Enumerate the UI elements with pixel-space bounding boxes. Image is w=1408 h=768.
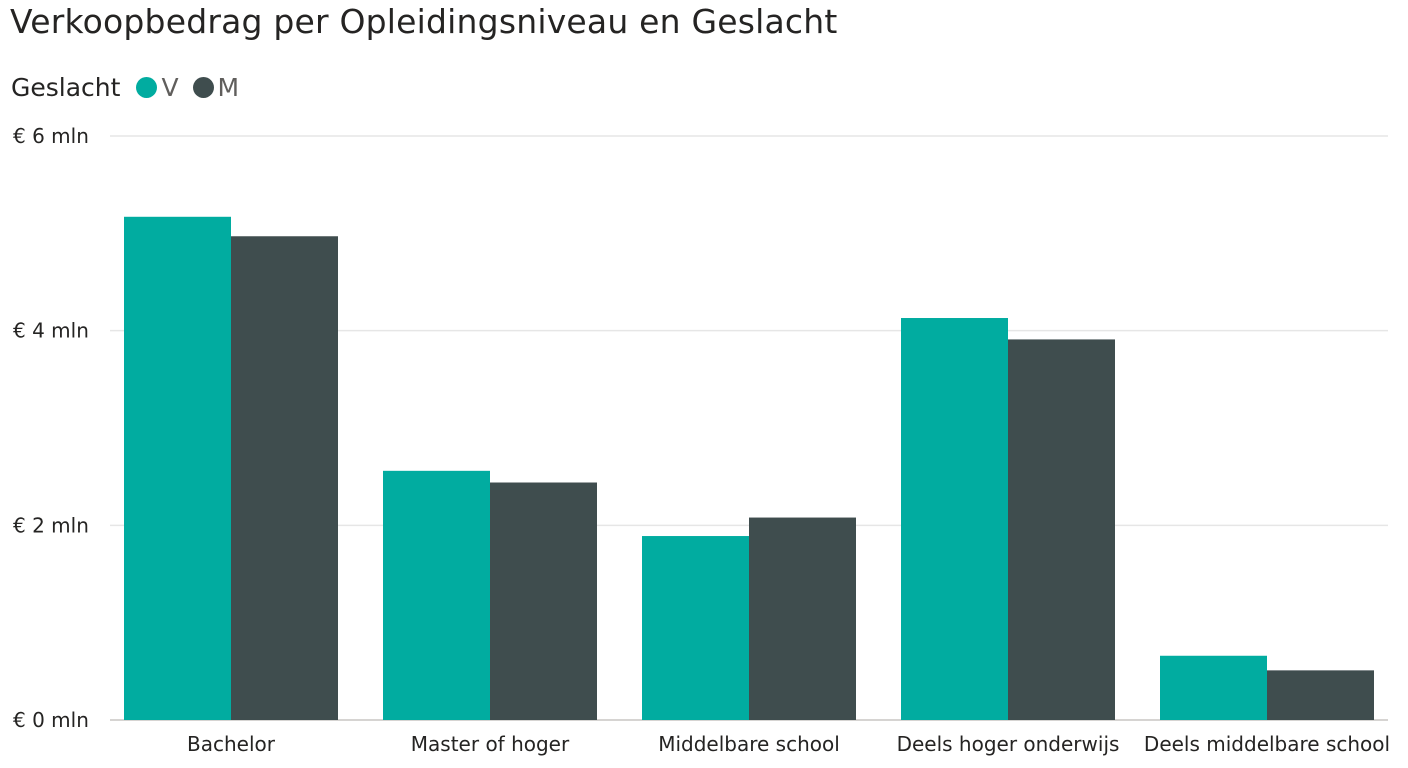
x-category-label: Deels hoger onderwijs <box>897 732 1120 756</box>
bar-v-2[interactable] <box>642 536 749 720</box>
bar-v-1[interactable] <box>383 470 490 720</box>
y-tick-label: € 0 mln <box>13 708 89 732</box>
y-tick-label: € 4 mln <box>13 319 89 343</box>
legend-swatch-m <box>192 76 214 98</box>
bar-v-3[interactable] <box>901 318 1008 720</box>
chart-title: Verkoopbedrag per Opleidingsniveau en Ge… <box>10 2 838 41</box>
y-axis-ticks: € 0 mln € 2 mln € 4 mln € 6 mln <box>13 124 89 732</box>
x-category-label: Bachelor <box>187 732 276 756</box>
x-category-label: Middelbare school <box>658 732 840 756</box>
bars <box>124 216 1374 720</box>
legend-label-m: M <box>217 72 240 102</box>
bar-v-4[interactable] <box>1160 655 1267 720</box>
bar-m-4[interactable] <box>1267 670 1374 720</box>
bar-m-0[interactable] <box>231 236 338 720</box>
y-tick-label: € 2 mln <box>13 513 89 537</box>
bar-v-0[interactable] <box>124 216 231 720</box>
legend-item-v[interactable]: V <box>136 72 179 102</box>
bar-m-2[interactable] <box>749 517 856 720</box>
legend-title: Geslacht <box>11 72 121 102</box>
legend-label-v: V <box>161 72 179 102</box>
y-tick-label: € 6 mln <box>13 124 89 148</box>
x-axis-categories: Bachelor Master of hoger Middelbare school… <box>187 732 1390 756</box>
legend: Geslacht V M <box>11 70 253 104</box>
legend-swatch-v <box>136 76 158 98</box>
bar-m-3[interactable] <box>1008 339 1115 720</box>
legend-item-m[interactable]: M <box>192 72 240 102</box>
bar-m-1[interactable] <box>490 482 597 720</box>
x-category-label: Master of hoger <box>411 732 570 756</box>
x-category-label: Deels middelbare school <box>1144 732 1390 756</box>
